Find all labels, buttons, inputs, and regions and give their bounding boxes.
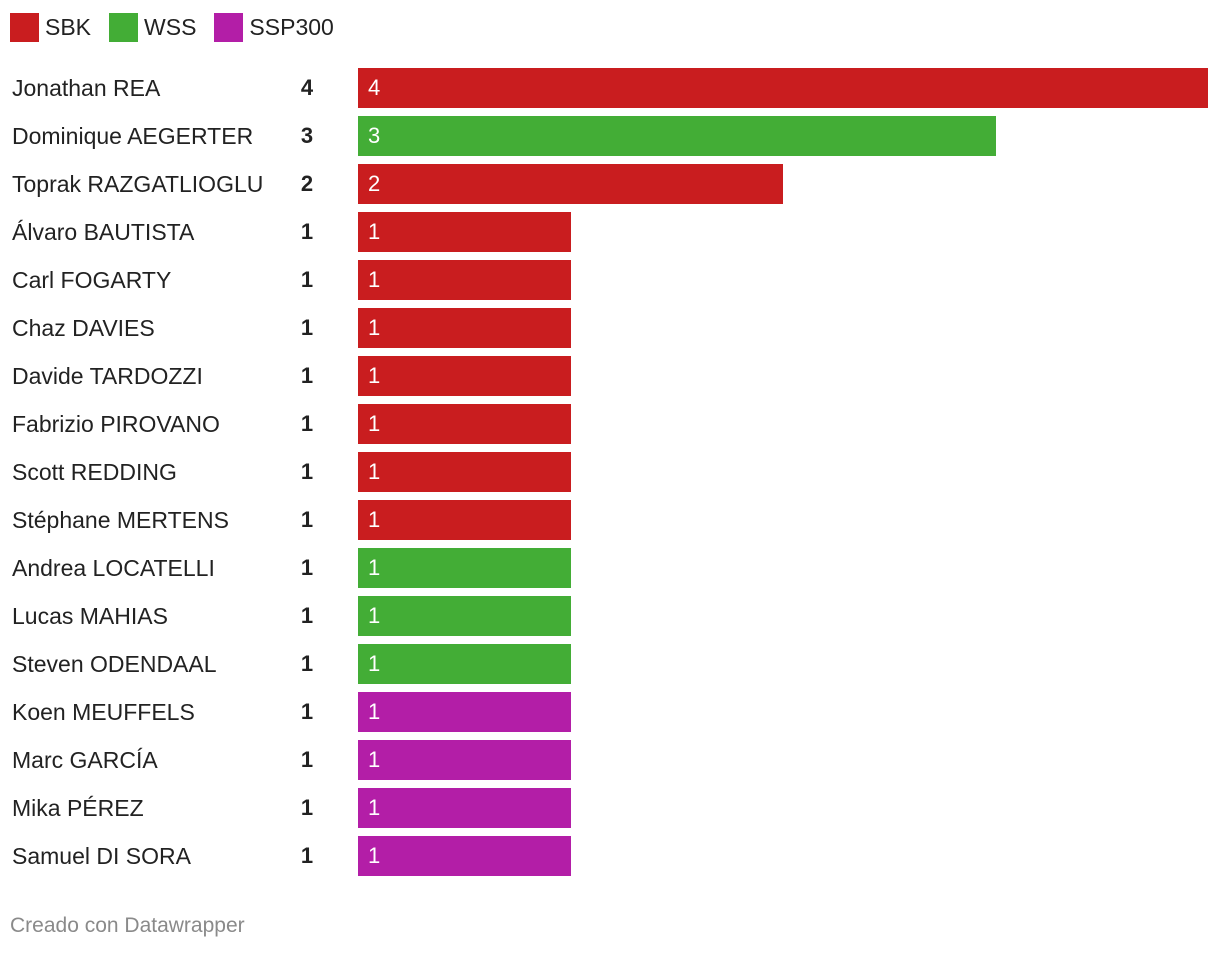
bar-ssp300: [358, 836, 571, 876]
bar-data-label: 1: [368, 651, 381, 676]
row-value: 1: [300, 219, 314, 244]
row-value: 1: [300, 651, 314, 676]
bar-data-label: 1: [368, 603, 381, 628]
bar-ssp300: [358, 788, 571, 828]
legend-label: WSS: [144, 13, 197, 40]
row-value: 1: [300, 507, 314, 532]
bar-ssp300: [358, 692, 571, 732]
chart-legend: SBK WSS SSP300: [10, 12, 334, 42]
bar-sbk: [358, 404, 571, 444]
bar-wss: [358, 548, 571, 588]
bar-sbk: [358, 164, 783, 204]
row-value: 4: [300, 75, 314, 100]
row-label: Steven ODENDAAL: [12, 651, 217, 677]
bar-sbk: [358, 260, 571, 300]
footer-credit: Creado con Datawrapper: [10, 914, 245, 937]
row-value: 1: [300, 363, 314, 388]
row-label: Fabrizio PIROVANO: [12, 411, 220, 437]
legend-item-ssp300: SSP300: [214, 12, 334, 42]
bar-data-label: 1: [368, 459, 381, 484]
bar-ssp300: [358, 740, 571, 780]
row-label: Chaz DAVIES: [12, 315, 155, 341]
legend-label: SBK: [45, 13, 92, 40]
row-value: 1: [300, 411, 314, 436]
bar-wss: [358, 116, 996, 156]
bar-data-label: 1: [368, 507, 381, 532]
row-value: 3: [300, 123, 314, 148]
row-value: 1: [300, 747, 314, 772]
bar-sbk: [358, 308, 571, 348]
legend-swatch: [109, 12, 139, 42]
row-value: 1: [300, 459, 314, 484]
legend-swatch: [214, 12, 244, 42]
bar-wss: [358, 644, 571, 684]
row-label: Koen MEUFFELS: [12, 699, 195, 725]
bar-data-label: 1: [368, 411, 381, 436]
legend-label: SSP300: [249, 13, 334, 40]
row-value: 1: [300, 843, 314, 868]
row-value: 1: [300, 795, 314, 820]
row-value: 1: [300, 315, 314, 340]
bar-sbk: [358, 68, 1208, 108]
bar-data-label: 4: [368, 75, 381, 100]
row-value: 1: [300, 603, 314, 628]
bar-data-label: 1: [368, 363, 381, 388]
row-label: Mika PÉREZ: [12, 795, 144, 821]
bar-data-label: 2: [368, 171, 381, 196]
bar-data-label: 1: [368, 219, 381, 244]
legend-item-wss: WSS: [109, 12, 197, 42]
bar-data-label: 1: [368, 267, 381, 292]
bar-data-label: 1: [368, 315, 381, 340]
row-value: 1: [300, 555, 314, 580]
row-label: Andrea LOCATELLI: [12, 555, 215, 581]
bar-data-label: 1: [368, 795, 381, 820]
bar-data-label: 3: [368, 123, 381, 148]
bar-sbk: [358, 500, 571, 540]
row-label: Lucas MAHIAS: [12, 603, 168, 629]
row-label: Marc GARCÍA: [12, 747, 158, 773]
row-label: Carl FOGARTY: [12, 267, 172, 293]
row-value: 2: [300, 171, 314, 196]
bar-sbk: [358, 212, 571, 252]
row-label: Davide TARDOZZI: [12, 363, 203, 389]
row-label: Toprak RAZGATLIOGLU: [12, 171, 264, 197]
bar-data-label: 1: [368, 747, 381, 772]
bar-sbk: [358, 452, 571, 492]
row-value: 1: [300, 267, 314, 292]
bar-data-label: 1: [368, 699, 381, 724]
row-label: Samuel DI SORA: [12, 843, 191, 869]
row-value: 1: [300, 699, 314, 724]
row-label: Dominique AEGERTER: [12, 123, 254, 149]
row-label: Scott REDDING: [12, 459, 177, 485]
row-label: Álvaro BAUTISTA: [12, 219, 195, 245]
row-label: Stéphane MERTENS: [12, 507, 229, 533]
bar-data-label: 1: [368, 843, 381, 868]
legend-swatch: [10, 12, 39, 42]
row-label: Jonathan REA: [12, 75, 161, 101]
bar-sbk: [358, 356, 571, 396]
bar-data-label: 1: [368, 555, 381, 580]
legend-item-sbk: SBK: [10, 12, 92, 42]
bar-wss: [358, 596, 571, 636]
